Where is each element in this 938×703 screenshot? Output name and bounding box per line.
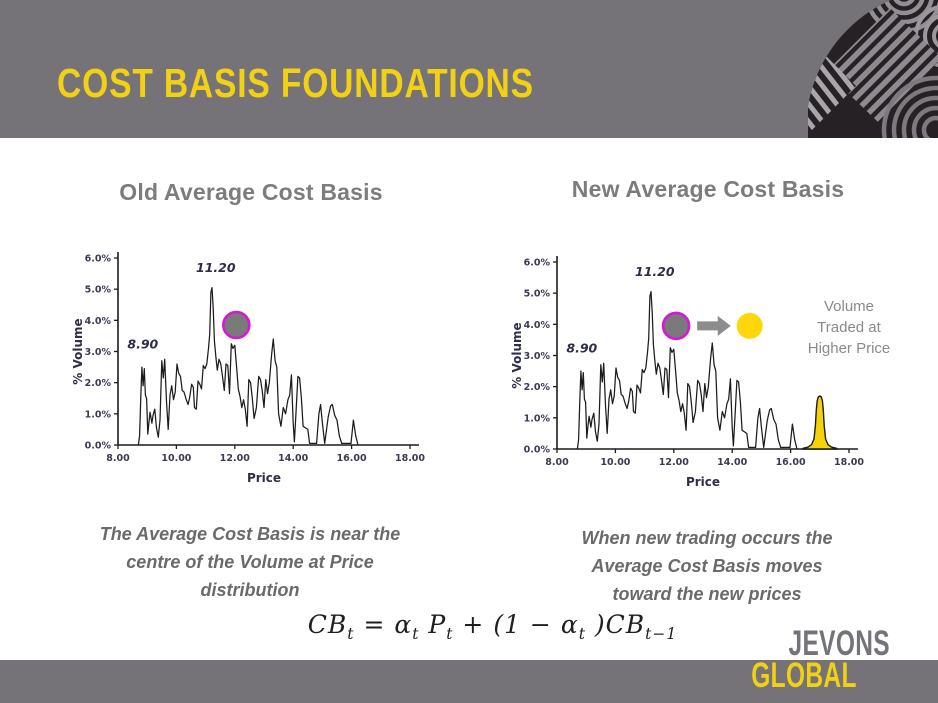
y-axis-label: % Volume <box>510 322 524 388</box>
caption-line: centre of the Volume at Price <box>126 552 374 572</box>
svg-text:4.0%: 4.0% <box>524 320 551 331</box>
svg-text:10.00: 10.00 <box>600 457 630 468</box>
old-cost-basis-chart: 8.00 10.00 12.00 14.00 16.00 18.00 0.0% 1.0% 2.0… <box>70 245 460 495</box>
svg-text:8.00: 8.00 <box>106 453 130 464</box>
svg-text:3.0%: 3.0% <box>85 347 112 358</box>
cost-basis-formula: CBt = αt Pt + (1 − αt )CBt−1 <box>307 610 678 643</box>
svg-text:12.00: 12.00 <box>659 457 689 468</box>
new-chart-heading: New Average Cost Basis <box>571 176 845 202</box>
svg-text:0.0%: 0.0% <box>85 441 112 452</box>
svg-text:16.00: 16.00 <box>776 457 806 468</box>
annotation-11.20: 11.20 <box>635 264 675 279</box>
svg-text:2.0%: 2.0% <box>85 378 112 389</box>
new-cost-basis-chart: 8.00 10.00 12.00 14.00 16.00 18.00 0.0% 1.0% 2.0… <box>509 249 899 499</box>
page-title: COST BASIS FOUNDATIONS <box>57 60 639 107</box>
caption-line: Average Cost Basis moves <box>591 556 823 576</box>
svg-text:14.00: 14.00 <box>717 457 747 468</box>
svg-text:6.0%: 6.0% <box>524 258 551 269</box>
logo-global-text: GLOBAL <box>751 656 857 695</box>
old-chart-heading: Old Average Cost Basis <box>119 179 383 205</box>
svg-text:14.00: 14.00 <box>278 453 308 464</box>
new-volume-spike-at-17 <box>802 395 838 450</box>
svg-text:18.00: 18.00 <box>395 453 425 464</box>
caption-line: The Average Cost Basis is near the <box>99 524 401 544</box>
svg-text:12.00: 12.00 <box>220 453 250 464</box>
svg-text:2.0%: 2.0% <box>524 382 551 393</box>
caption-line: toward the new prices <box>612 584 802 604</box>
caption-line: When new trading occurs the <box>581 528 833 548</box>
svg-text:5.0%: 5.0% <box>524 289 551 300</box>
volume-traded-label: Volume Traded at Higher Price <box>783 296 915 359</box>
shift-arrow <box>697 315 731 336</box>
x-axis-label: Price <box>686 475 720 489</box>
corner-pattern-graphic <box>808 0 938 138</box>
old-cost-basis-marker <box>222 310 251 340</box>
old-cost-basis-marker <box>661 311 691 341</box>
new-cost-basis-marker <box>736 312 763 339</box>
caption-line: distribution <box>200 580 300 600</box>
svg-text:10.00: 10.00 <box>161 453 191 464</box>
logo-global: GLOBAL <box>706 656 857 696</box>
old-chart-caption: The Average Cost Basis is near the centr… <box>54 520 446 604</box>
side-label-line: Higher Price <box>807 340 891 357</box>
footer-band <box>0 660 938 703</box>
svg-text:16.00: 16.00 <box>337 453 367 464</box>
annotation-8.90: 8.90 <box>127 336 158 351</box>
svg-text:5.0%: 5.0% <box>85 285 112 296</box>
volume-at-price-line <box>137 286 359 446</box>
new-chart-caption: When new trading occurs the Average Cost… <box>511 524 903 608</box>
logo-jevons: JEVONS <box>745 624 890 664</box>
svg-text:0.0%: 0.0% <box>524 445 551 456</box>
svg-text:18.00: 18.00 <box>834 457 864 468</box>
svg-text:3.0%: 3.0% <box>524 351 551 362</box>
svg-text:1.0%: 1.0% <box>85 409 112 420</box>
svg-text:4.0%: 4.0% <box>85 316 112 327</box>
side-label-line: Volume <box>823 298 875 315</box>
svg-text:6.0%: 6.0% <box>85 254 112 265</box>
svg-text:1.0%: 1.0% <box>524 413 551 424</box>
svg-text:8.00: 8.00 <box>545 457 569 468</box>
logo-jevons-text: JEVONS <box>788 624 890 663</box>
volume-at-price-line <box>576 290 798 450</box>
side-label-line: Traded at <box>817 319 881 336</box>
page-title-text: COST BASIS FOUNDATIONS <box>57 60 534 106</box>
annotation-8.90: 8.90 <box>566 340 597 355</box>
x-axis-label: Price <box>247 471 281 485</box>
annotation-11.20: 11.20 <box>196 260 236 275</box>
y-axis-label: % Volume <box>71 318 85 384</box>
header-band <box>0 0 938 138</box>
